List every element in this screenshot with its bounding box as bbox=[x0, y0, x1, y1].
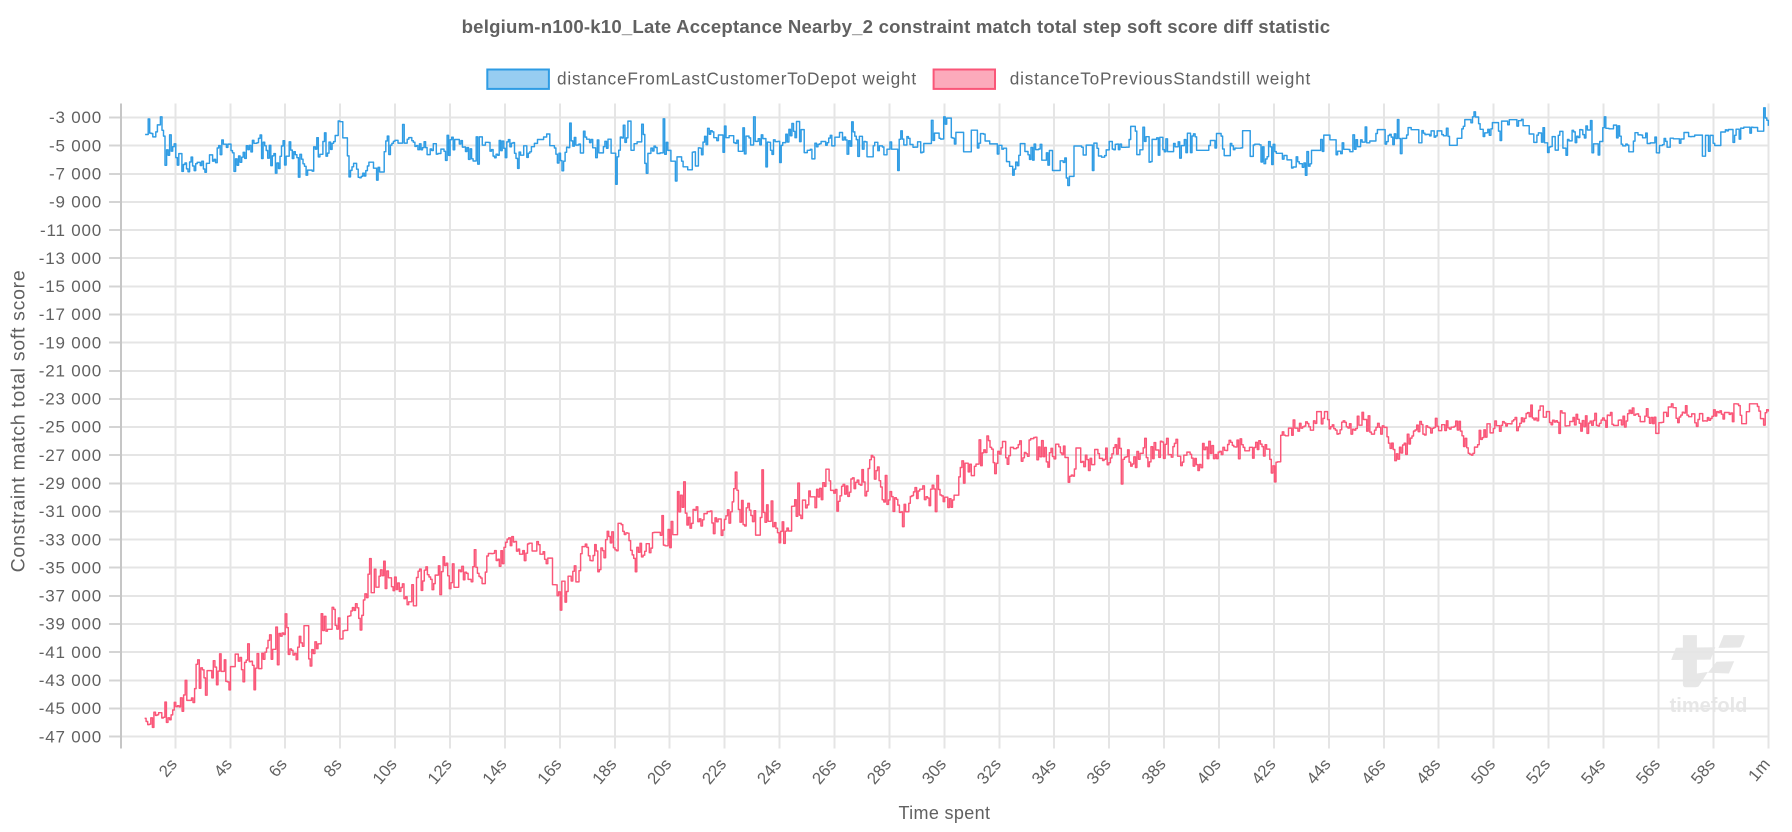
svg-text:30s: 30s bbox=[918, 755, 950, 788]
svg-text:44s: 44s bbox=[1303, 755, 1335, 788]
svg-text:8s: 8s bbox=[320, 755, 346, 781]
svg-text:32s: 32s bbox=[973, 755, 1005, 788]
svg-text:18s: 18s bbox=[589, 755, 621, 788]
svg-text:-31 000: -31 000 bbox=[39, 502, 102, 521]
svg-text:2s: 2s bbox=[155, 755, 181, 781]
svg-text:42s: 42s bbox=[1248, 755, 1280, 788]
svg-text:6s: 6s bbox=[265, 755, 291, 781]
svg-text:22s: 22s bbox=[698, 755, 730, 788]
svg-text:-47 000: -47 000 bbox=[39, 727, 102, 746]
svg-text:1m: 1m bbox=[1744, 755, 1774, 785]
svg-text:-41 000: -41 000 bbox=[39, 643, 102, 662]
svg-text:36s: 36s bbox=[1083, 755, 1115, 788]
svg-text:Time spent: Time spent bbox=[898, 803, 990, 823]
svg-text:46s: 46s bbox=[1358, 755, 1390, 788]
svg-text:-19 000: -19 000 bbox=[39, 333, 102, 352]
svg-text:-35 000: -35 000 bbox=[39, 558, 102, 577]
svg-text:14s: 14s bbox=[479, 755, 511, 788]
svg-text:-23 000: -23 000 bbox=[39, 390, 102, 409]
svg-text:-3 000: -3 000 bbox=[49, 108, 102, 127]
svg-text:26s: 26s bbox=[808, 755, 840, 788]
svg-text:-5 000: -5 000 bbox=[49, 136, 102, 155]
svg-text:-27 000: -27 000 bbox=[39, 446, 102, 465]
svg-text:-43 000: -43 000 bbox=[39, 671, 102, 690]
svg-text:-17 000: -17 000 bbox=[39, 305, 102, 324]
svg-text:20s: 20s bbox=[643, 755, 675, 788]
svg-text:distanceToPreviousStandstill w: distanceToPreviousStandstill weight bbox=[1010, 69, 1311, 89]
svg-text:16s: 16s bbox=[534, 755, 566, 788]
svg-text:50s: 50s bbox=[1467, 755, 1499, 788]
svg-text:12s: 12s bbox=[424, 755, 456, 788]
svg-text:34s: 34s bbox=[1028, 755, 1060, 788]
svg-text:-33 000: -33 000 bbox=[39, 530, 102, 549]
svg-text:-39 000: -39 000 bbox=[39, 615, 102, 634]
svg-text:-25 000: -25 000 bbox=[39, 418, 102, 437]
svg-text:56s: 56s bbox=[1632, 755, 1664, 788]
svg-text:timefold: timefold bbox=[1670, 695, 1748, 717]
svg-text:38s: 38s bbox=[1138, 755, 1170, 788]
svg-text:-37 000: -37 000 bbox=[39, 587, 102, 606]
svg-text:24s: 24s bbox=[753, 755, 785, 788]
svg-text:-15 000: -15 000 bbox=[39, 277, 102, 296]
svg-text:-11 000: -11 000 bbox=[40, 221, 102, 240]
svg-text:belgium-n100-k10_Late Acceptan: belgium-n100-k10_Late Acceptance Nearby_… bbox=[462, 16, 1331, 37]
svg-text:4s: 4s bbox=[210, 755, 236, 781]
svg-text:Constraint match total soft sc: Constraint match total soft score bbox=[8, 270, 30, 573]
svg-text:distanceFromLastCustomerToDepo: distanceFromLastCustomerToDepot weight bbox=[557, 69, 917, 89]
svg-text:58s: 58s bbox=[1687, 755, 1719, 788]
svg-text:40s: 40s bbox=[1193, 755, 1225, 788]
svg-text:28s: 28s bbox=[863, 755, 895, 788]
svg-text:54s: 54s bbox=[1577, 755, 1609, 788]
svg-text:-7 000: -7 000 bbox=[49, 165, 102, 184]
svg-text:48s: 48s bbox=[1412, 755, 1444, 788]
svg-text:52s: 52s bbox=[1522, 755, 1554, 788]
svg-text:-29 000: -29 000 bbox=[39, 474, 102, 493]
svg-text:-21 000: -21 000 bbox=[39, 362, 102, 381]
svg-text:-45 000: -45 000 bbox=[39, 699, 102, 718]
svg-text:10s: 10s bbox=[369, 755, 401, 788]
svg-text:-9 000: -9 000 bbox=[49, 193, 102, 212]
svg-text:-13 000: -13 000 bbox=[39, 249, 102, 268]
